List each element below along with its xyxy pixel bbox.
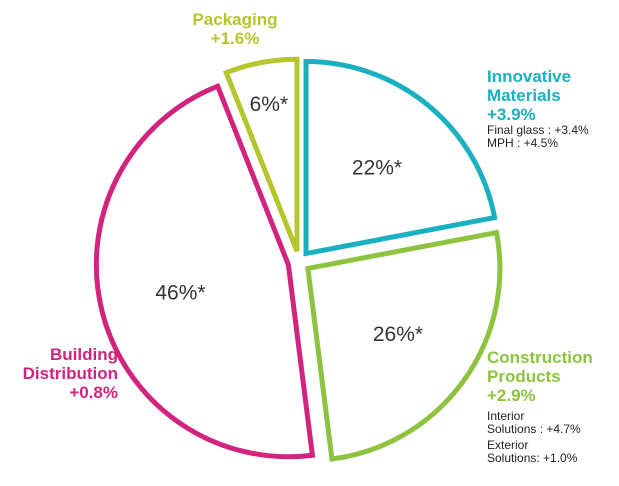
label-construction-growth: +2.9%	[487, 386, 536, 405]
pie-slice-building-distribution	[93, 82, 316, 460]
label-innovative-growth: +3.9%	[487, 105, 536, 124]
pct-label-innovative-materials: 22%*	[352, 157, 402, 180]
pie-slice-packaging	[223, 56, 300, 253]
pct-label-packaging: 6%*	[250, 93, 289, 116]
label-construction-name-line1: Construction	[487, 348, 593, 367]
label-building-growth: +0.8%	[69, 383, 118, 402]
label-construction-products: Construction Products +2.9% Interior Sol…	[487, 348, 593, 465]
label-building-distribution: Building Distribution +0.8%	[0, 345, 118, 402]
label-innovative-detail-2: MPH : +4.5%	[487, 136, 559, 150]
pie-slice-construction-products	[305, 229, 503, 462]
label-innovative-detail-1: Final glass : +3.4%	[487, 123, 589, 137]
label-innovative-name-line1: Innovative	[487, 67, 572, 86]
pct-label-building-distribution: 46%*	[155, 281, 205, 304]
pct-label-construction-products: 26%*	[373, 323, 423, 346]
label-building-name-line1: Building	[50, 345, 118, 364]
label-construction-detail-4: Solutions: +1.0%	[487, 451, 578, 465]
label-construction-detail-3: Exterior	[487, 438, 529, 452]
label-packaging-name: Packaging	[192, 10, 278, 29]
label-construction-name-line2: Products	[487, 367, 561, 386]
label-construction-detail-2: Solutions : +4.7%	[487, 422, 581, 436]
label-innovative-name-line2: Materials	[487, 86, 561, 105]
label-packaging: Packaging +1.6%	[180, 10, 290, 48]
label-building-name-line2: Distribution	[22, 364, 118, 383]
label-innovative-materials: Innovative Materials +3.9% Final glass :…	[487, 67, 589, 150]
label-construction-detail-1: Interior	[487, 409, 525, 423]
pie-slice-innovative-materials	[303, 59, 498, 257]
label-packaging-growth: +1.6%	[210, 29, 260, 48]
